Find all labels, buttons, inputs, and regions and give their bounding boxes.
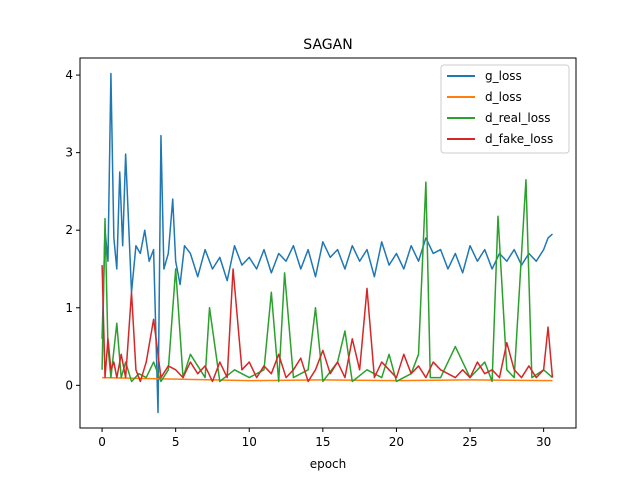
y-axis: 0 1 2 3 4: [65, 68, 80, 392]
y-tick-label: 0: [65, 378, 73, 392]
x-tick-label: 20: [389, 435, 404, 449]
y-tick-label: 2: [65, 223, 73, 237]
x-tick-label: 15: [315, 435, 330, 449]
chart-title: SAGAN: [303, 37, 352, 53]
y-tick-label: 1: [65, 301, 73, 315]
x-tick-label: 0: [98, 435, 106, 449]
y-tick-label: 4: [65, 68, 73, 82]
plot-frame: [79, 57, 577, 429]
y-tick-label: 3: [65, 146, 73, 160]
legend-label-d-fake-loss: d_fake_loss: [485, 132, 553, 146]
series-line-g-loss: [101, 72, 553, 414]
x-tick-label: 25: [462, 435, 477, 449]
legend: g_loss d_loss d_real_loss d_fake_loss: [440, 64, 570, 154]
legend-label-g-loss: g_loss: [485, 69, 522, 83]
series-line-d-fake-loss: [101, 265, 554, 383]
series-layer: [101, 72, 554, 414]
x-axis: 0 5 10 15 20 25 30: [98, 428, 551, 449]
x-tick-label: 5: [172, 435, 180, 449]
x-tick-label: 30: [536, 435, 551, 449]
legend-frame: [440, 64, 570, 154]
legend-label-d-loss: d_loss: [485, 90, 522, 104]
plot-area: [79, 57, 577, 429]
legend-label-d-real-loss: d_real_loss: [485, 111, 551, 125]
x-tick-label: 10: [242, 435, 257, 449]
x-axis-label: epoch: [310, 457, 347, 471]
